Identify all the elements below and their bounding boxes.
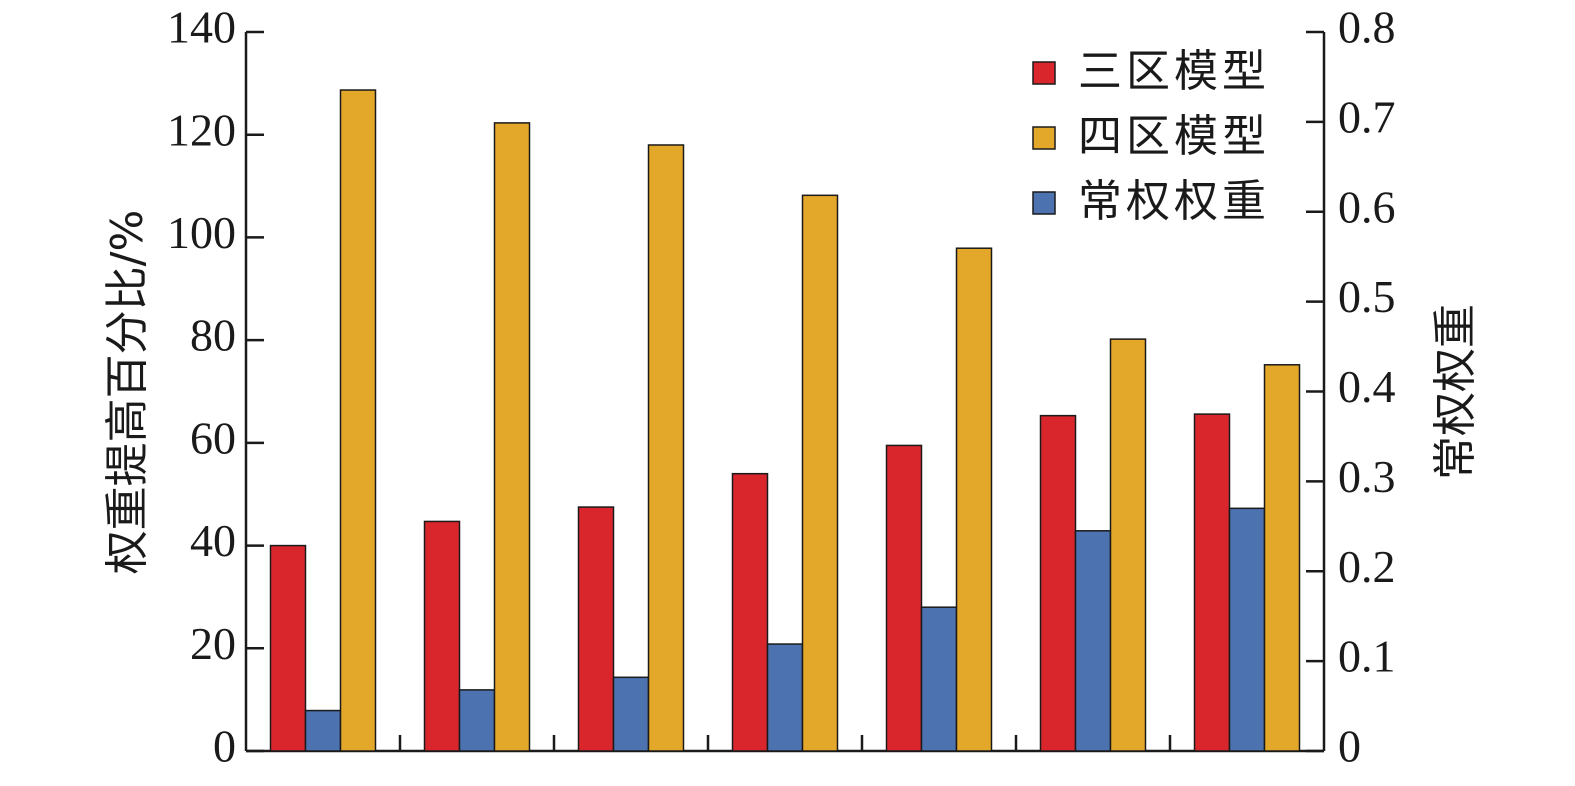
axes: 0 20 40 60 80 100 120 140 0 0.1 0.2 0.3 0.4 0.5 0.6 0.7…	[167, 2, 1396, 772]
left-tick-label-0: 0	[213, 721, 236, 772]
bar-left-s2-c5	[1109, 338, 1147, 752]
left-tick-label-4: 80	[190, 310, 236, 361]
bar-left-s0-c4	[885, 444, 923, 752]
right-tick-label-7: 0.7	[1338, 91, 1396, 142]
legend-swatch-2	[1032, 191, 1056, 215]
legend-label-1: 四区模型	[1078, 111, 1270, 162]
left-tick-label-7: 140	[167, 2, 236, 53]
left-tick-label-5: 100	[167, 207, 236, 258]
bar-right-s1-c2	[612, 676, 650, 752]
legend-swatch-1	[1032, 126, 1056, 150]
left-tick-label-3: 60	[190, 412, 236, 463]
right-tick-label-6: 0.6	[1338, 181, 1396, 232]
right-tick-label-8: 0.8	[1338, 2, 1396, 53]
bar-left-s2-c6	[1263, 364, 1301, 752]
left-tick-label-2: 40	[190, 515, 236, 566]
right-axis-title: 常权权重	[1430, 304, 1481, 480]
bar-left-s2-c3	[801, 194, 839, 752]
left-tick-label-6: 120	[167, 104, 236, 155]
bar-right-s1-c6	[1228, 507, 1266, 752]
bar-left-s0-c2	[577, 506, 615, 752]
right-tick-label-3: 0.3	[1338, 451, 1396, 502]
bar-left-s0-c3	[731, 472, 769, 752]
bar-left-s2-c1	[493, 122, 531, 752]
right-tick-label-4: 0.4	[1338, 361, 1396, 412]
legend-label-2: 常权权重	[1078, 176, 1270, 227]
legend-swatch-0	[1032, 61, 1056, 85]
bar-left-s0-c0	[269, 544, 307, 752]
right-tick-label-1: 0.1	[1338, 631, 1396, 682]
right-tick-label-2: 0.2	[1338, 541, 1396, 592]
bar-left-s0-c1	[423, 520, 461, 752]
bar-right-s1-c4	[920, 606, 958, 752]
right-tick-label-0: 0	[1338, 721, 1361, 772]
bar-left-s2-c2	[647, 144, 685, 752]
bar-right-s1-c3	[766, 643, 804, 752]
bar-left-s2-c0	[339, 89, 377, 752]
legend-label-0: 三区模型	[1078, 46, 1270, 97]
bar-left-s0-c6	[1193, 413, 1231, 752]
bars	[269, 89, 1301, 752]
bar-left-s2-c4	[955, 247, 993, 752]
bar-right-s1-c1	[458, 689, 496, 752]
bar-left-s0-c5	[1039, 414, 1077, 752]
bar-right-s1-c5	[1074, 530, 1112, 752]
left-tick-label-1: 20	[190, 618, 236, 669]
bar-right-s1-c0	[304, 709, 342, 752]
left-axis-title: 权重提高百分比/%	[102, 210, 153, 575]
right-tick-label-5: 0.5	[1338, 271, 1396, 322]
